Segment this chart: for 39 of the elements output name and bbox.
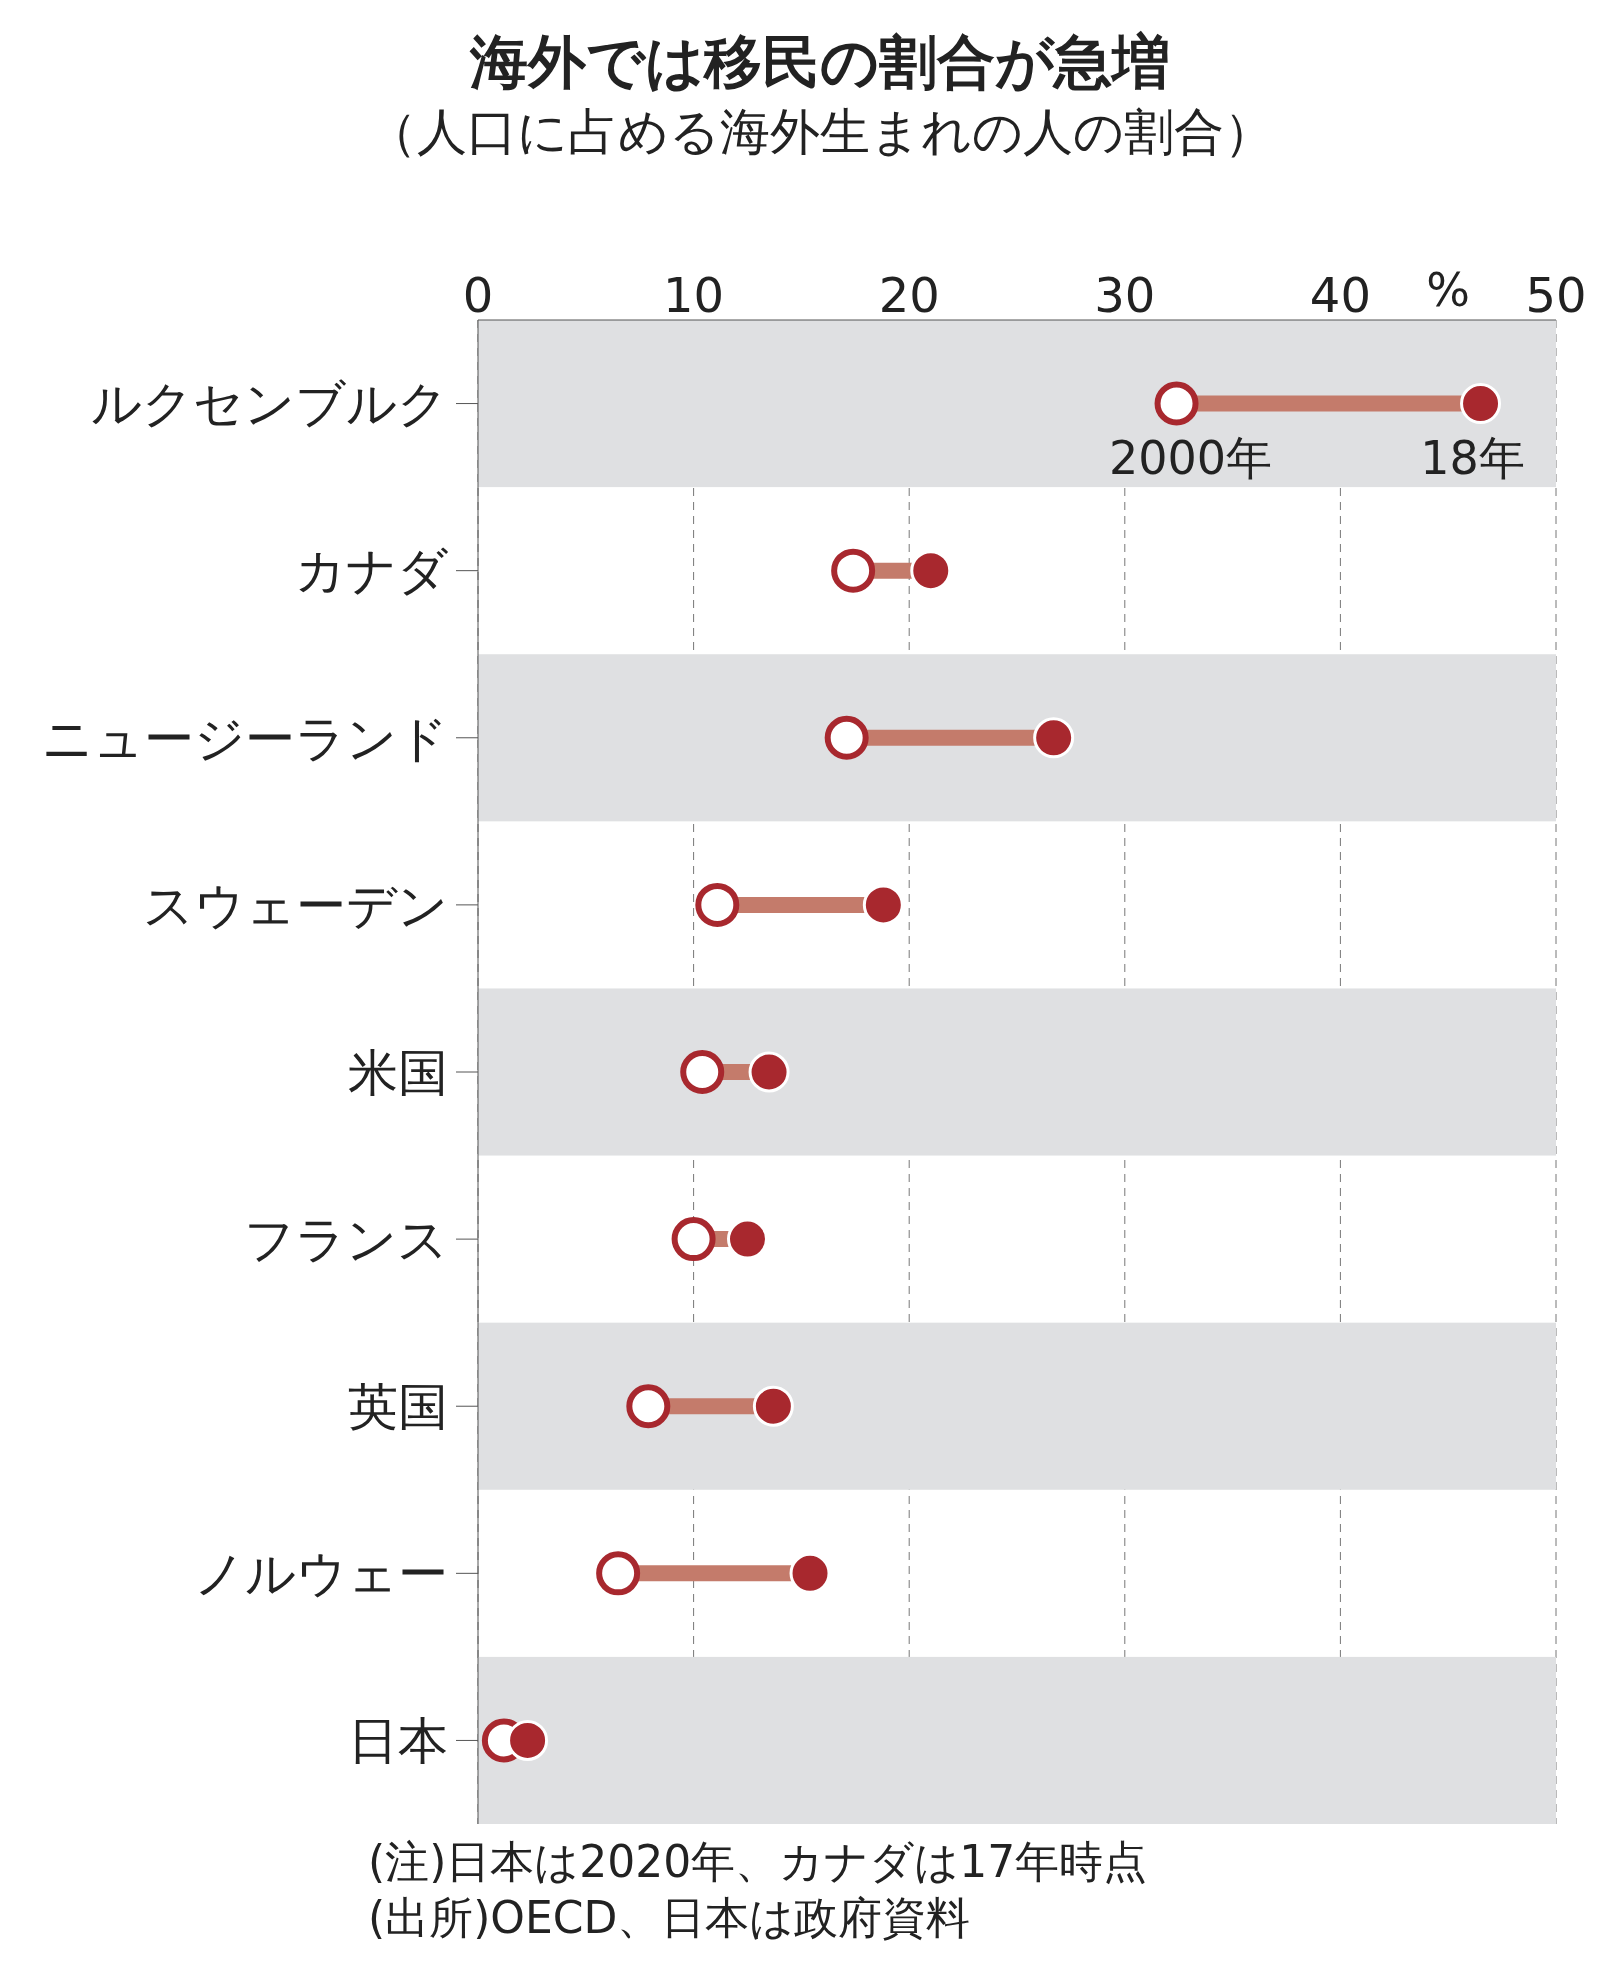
- x-tick-label: 0: [462, 267, 494, 323]
- point: [1033, 717, 1075, 759]
- chart-subtitle: （人口に占める海外生まれの人の割合）: [365, 102, 1275, 163]
- y-tick-label: 米国: [348, 1043, 448, 1102]
- series-label: 18年: [1420, 430, 1525, 485]
- point: [727, 1218, 768, 1260]
- point: [1154, 381, 1199, 426]
- point: [831, 548, 876, 593]
- point: [596, 1551, 641, 1596]
- chart-title: 海外では移民の割合が急増: [468, 27, 1171, 98]
- x-tick-label: 50: [1525, 267, 1587, 323]
- y-tick-label: ルクセンブルク: [91, 375, 448, 434]
- text: (注)日本は2020年、カナダは17年時点: [368, 1835, 1149, 1889]
- y-tick-label: 日本: [348, 1712, 448, 1771]
- point: [862, 884, 904, 926]
- y-tick-label: カナダ: [295, 542, 449, 601]
- point: [789, 1552, 831, 1594]
- point: [507, 1719, 549, 1761]
- point: [671, 1217, 716, 1262]
- y-tick-label: 英国: [348, 1377, 448, 1436]
- point: [752, 1385, 794, 1427]
- x-tick-label: 20: [878, 267, 940, 323]
- y-tick-label: ニュージーランド: [42, 709, 448, 768]
- x-tick-label: 40: [1309, 267, 1371, 323]
- x-axis-title: %: [1426, 263, 1471, 317]
- point: [910, 550, 952, 592]
- x-tick-label: 10: [663, 267, 725, 323]
- y-tick-label: フランス: [244, 1210, 448, 1269]
- point: [748, 1051, 790, 1093]
- series-label: 2000年: [1109, 430, 1273, 485]
- y-tick-label: スウェーデン: [143, 876, 448, 935]
- point: [824, 715, 869, 760]
- text: (出所)OECD、日本は政府資料: [368, 1891, 972, 1945]
- point: [1460, 383, 1502, 425]
- y-tick-label: ノルウェー: [194, 1545, 448, 1604]
- point: [680, 1050, 725, 1094]
- point: [695, 882, 740, 927]
- point: [626, 1384, 671, 1429]
- x-tick-label: 30: [1094, 267, 1156, 323]
